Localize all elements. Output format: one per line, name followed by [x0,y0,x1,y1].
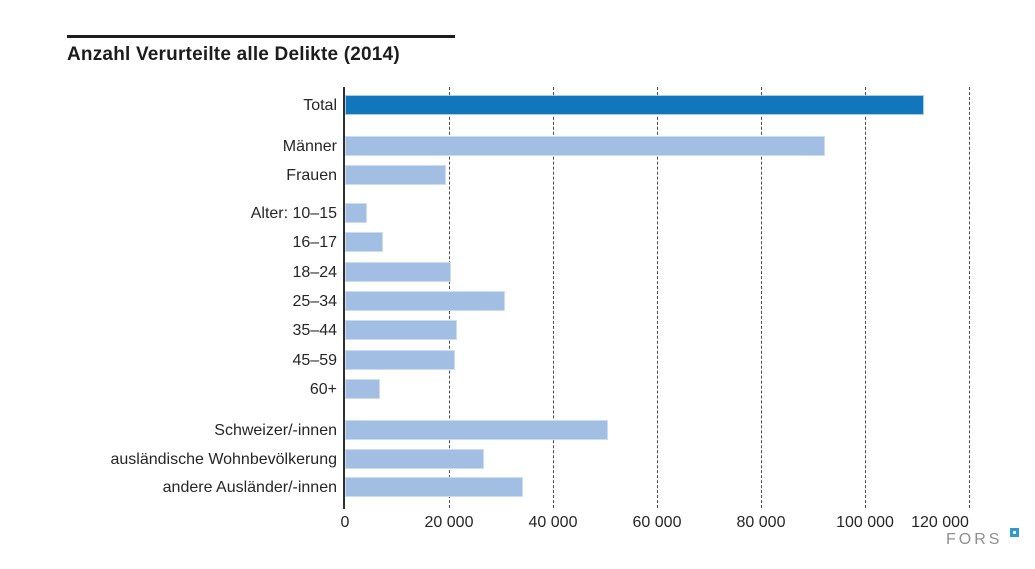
bar-alter-18-24 [345,262,451,282]
gridline-60000 [657,87,658,508]
bar-row-alter-35-44: 35–44 [0,320,1035,341]
x-tick-20000: 20 000 [424,514,474,531]
gridline-40000 [553,87,554,508]
gridline-120000 [969,87,970,508]
category-label: Total [303,97,337,114]
bar-maenner [345,136,826,156]
fors-logo-square-icon [1010,528,1019,537]
category-label: 45–59 [292,352,338,369]
bar-total [345,95,925,115]
gridline-100000 [865,87,866,508]
bar-row-auslaendische-wohnbevoelkerung: ausländische Wohnbevölkerung [0,449,1035,470]
bar-alter-25-34 [345,291,506,311]
x-tick-60000: 60 000 [632,514,682,531]
title-rule [67,35,455,38]
fors-logo-text: FORS [946,531,1003,548]
bar-alter-60plus [345,379,380,399]
bar-row-maenner: Männer [0,136,1035,157]
fors-logo: FORS [946,528,1019,549]
chart-title: Anzahl Verurteilte alle Delikte (2014) [67,44,400,65]
category-label: 25–34 [292,293,338,310]
bar-row-alter-16-17: 16–17 [0,232,1035,253]
y-axis-line [343,87,345,509]
category-label: 60+ [309,381,337,398]
bar-row-alter-60plus: 60+ [0,379,1035,400]
category-label: Frauen [286,167,337,184]
x-tick-80000: 80 000 [736,514,786,531]
bar-row-alter-45-59: 45–59 [0,350,1035,371]
bar-row-alter-18-24: 18–24 [0,262,1035,283]
bar-row-frauen: Frauen [0,165,1035,186]
bar-row-alter-10-15: Alter: 10–15 [0,203,1035,224]
bar-andere-auslaender [345,477,523,497]
x-tick-100000: 100 000 [836,514,894,531]
bar-schweizer [345,420,608,440]
category-label: 35–44 [292,322,338,339]
category-label: ausländische Wohnbevölkerung [110,451,337,468]
x-tick-40000: 40 000 [528,514,578,531]
gridline-80000 [761,87,762,508]
x-tick-120000: 120 000 [911,514,969,531]
bar-frauen [345,165,446,185]
category-label: Männer [282,138,337,155]
bar-alter-35-44 [345,320,457,340]
bar-row-andere-auslaender: andere Ausländer/-innen [0,477,1035,498]
x-tick-0: 0 [340,514,350,531]
bar-alter-10-15 [345,203,368,223]
category-label: 16–17 [292,234,338,251]
category-label: Alter: 10–15 [250,205,337,222]
bar-alter-45-59 [345,350,455,370]
bar-row-schweizer: Schweizer/-innen [0,420,1035,441]
category-label: andere Ausländer/-innen [162,479,337,496]
bar-auslaendische-wohnbevoelkerung [345,449,484,469]
bar-row-total: Total [0,95,1035,116]
bar-alter-16-17 [345,232,383,252]
bar-row-alter-25-34: 25–34 [0,291,1035,312]
category-label: 18–24 [292,264,338,281]
category-label: Schweizer/-innen [214,422,337,439]
